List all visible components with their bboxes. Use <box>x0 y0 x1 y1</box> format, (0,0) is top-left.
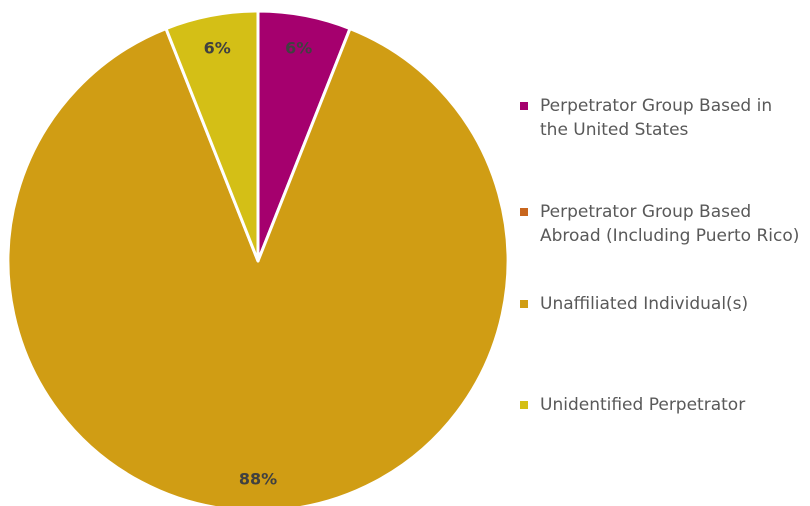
legend-swatch-unaffiliated <box>520 300 528 308</box>
legend-label-unidentified: Unidentified Perpetrator <box>540 395 746 415</box>
legend-label-abroad-group: Perpetrator Group Based Abroad (Includin… <box>540 202 800 246</box>
data-label-us-group: 6% <box>285 38 312 57</box>
legend: Perpetrator Group Based in the United St… <box>520 0 810 506</box>
legend-swatch-unidentified <box>520 401 528 409</box>
pie-chart: 6% 88% 6% <box>6 9 510 506</box>
data-label-unidentified: 6% <box>204 38 231 57</box>
legend-label-us-group: Perpetrator Group Based in the United St… <box>540 96 773 140</box>
pie-slice-unidentified <box>164 9 260 263</box>
legend-swatch-abroad-group <box>520 208 528 216</box>
legend-label-unaffiliated: Unaffiliated Individual(s) <box>540 294 749 314</box>
pie-slice-unaffiliated <box>6 27 510 506</box>
legend-swatch-us-group <box>520 102 528 110</box>
data-label-unaffiliated: 88% <box>239 470 277 489</box>
